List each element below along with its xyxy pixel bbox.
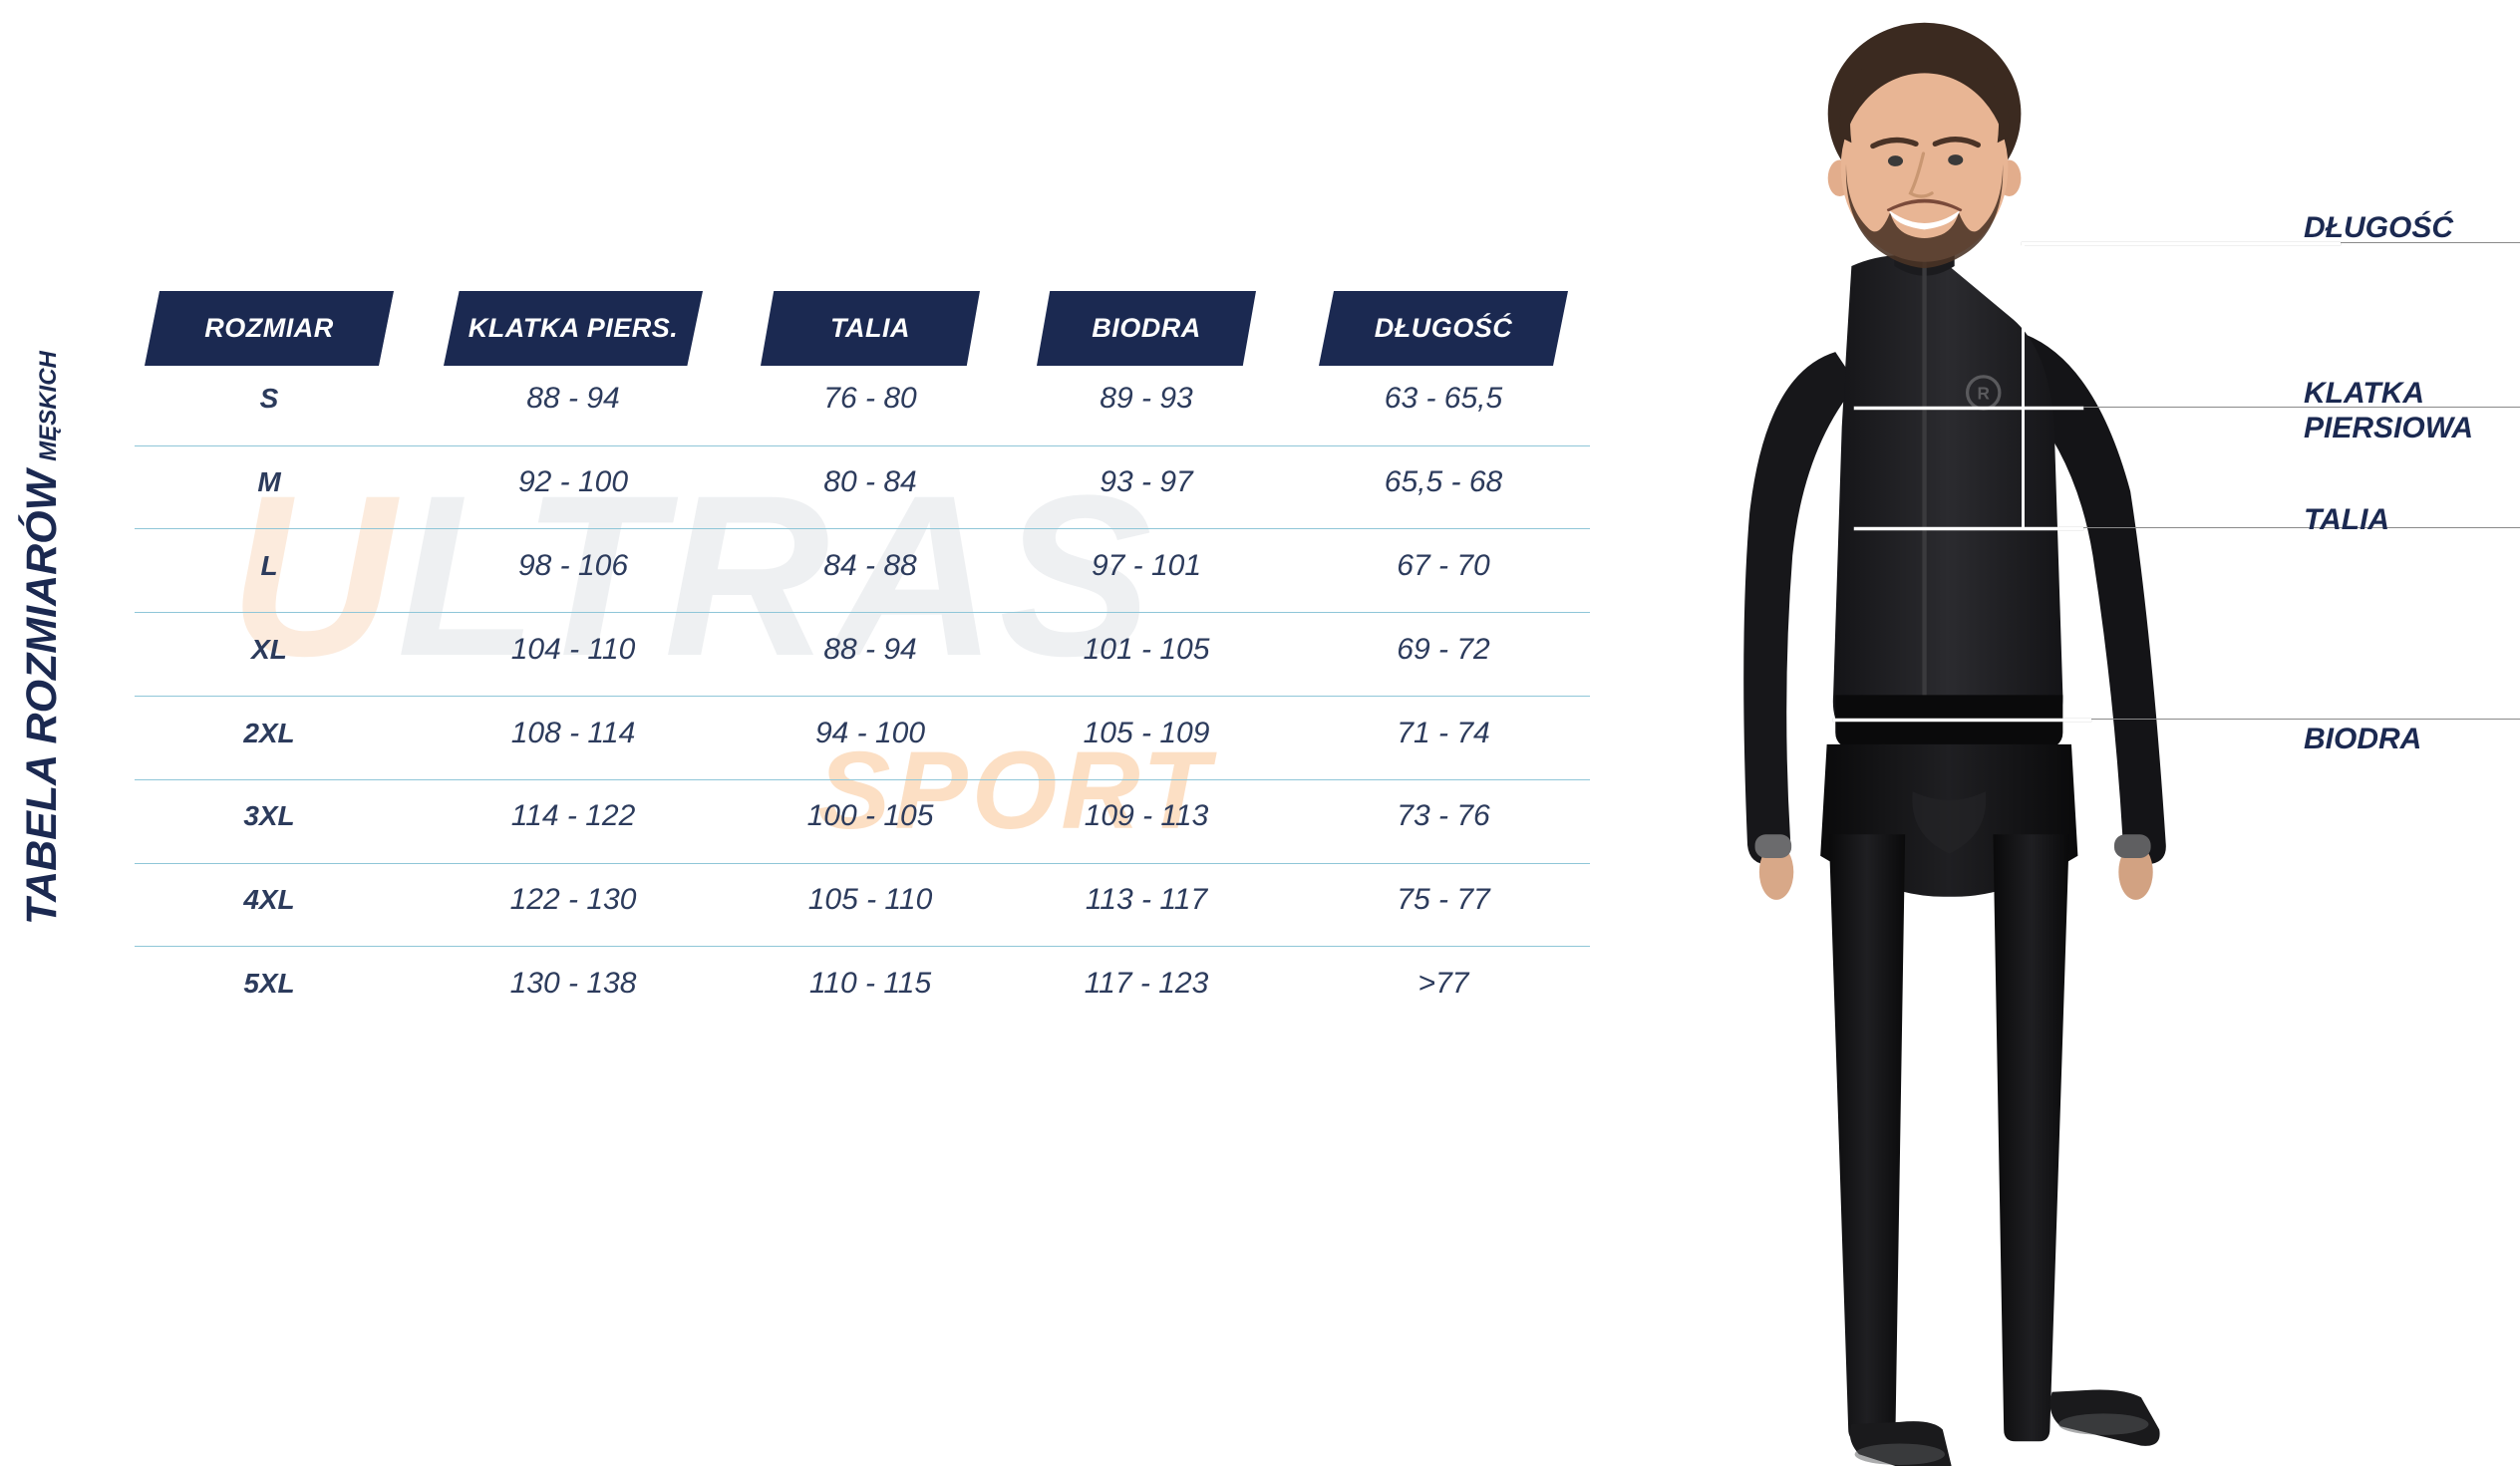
svg-text:R: R — [1978, 383, 1991, 403]
